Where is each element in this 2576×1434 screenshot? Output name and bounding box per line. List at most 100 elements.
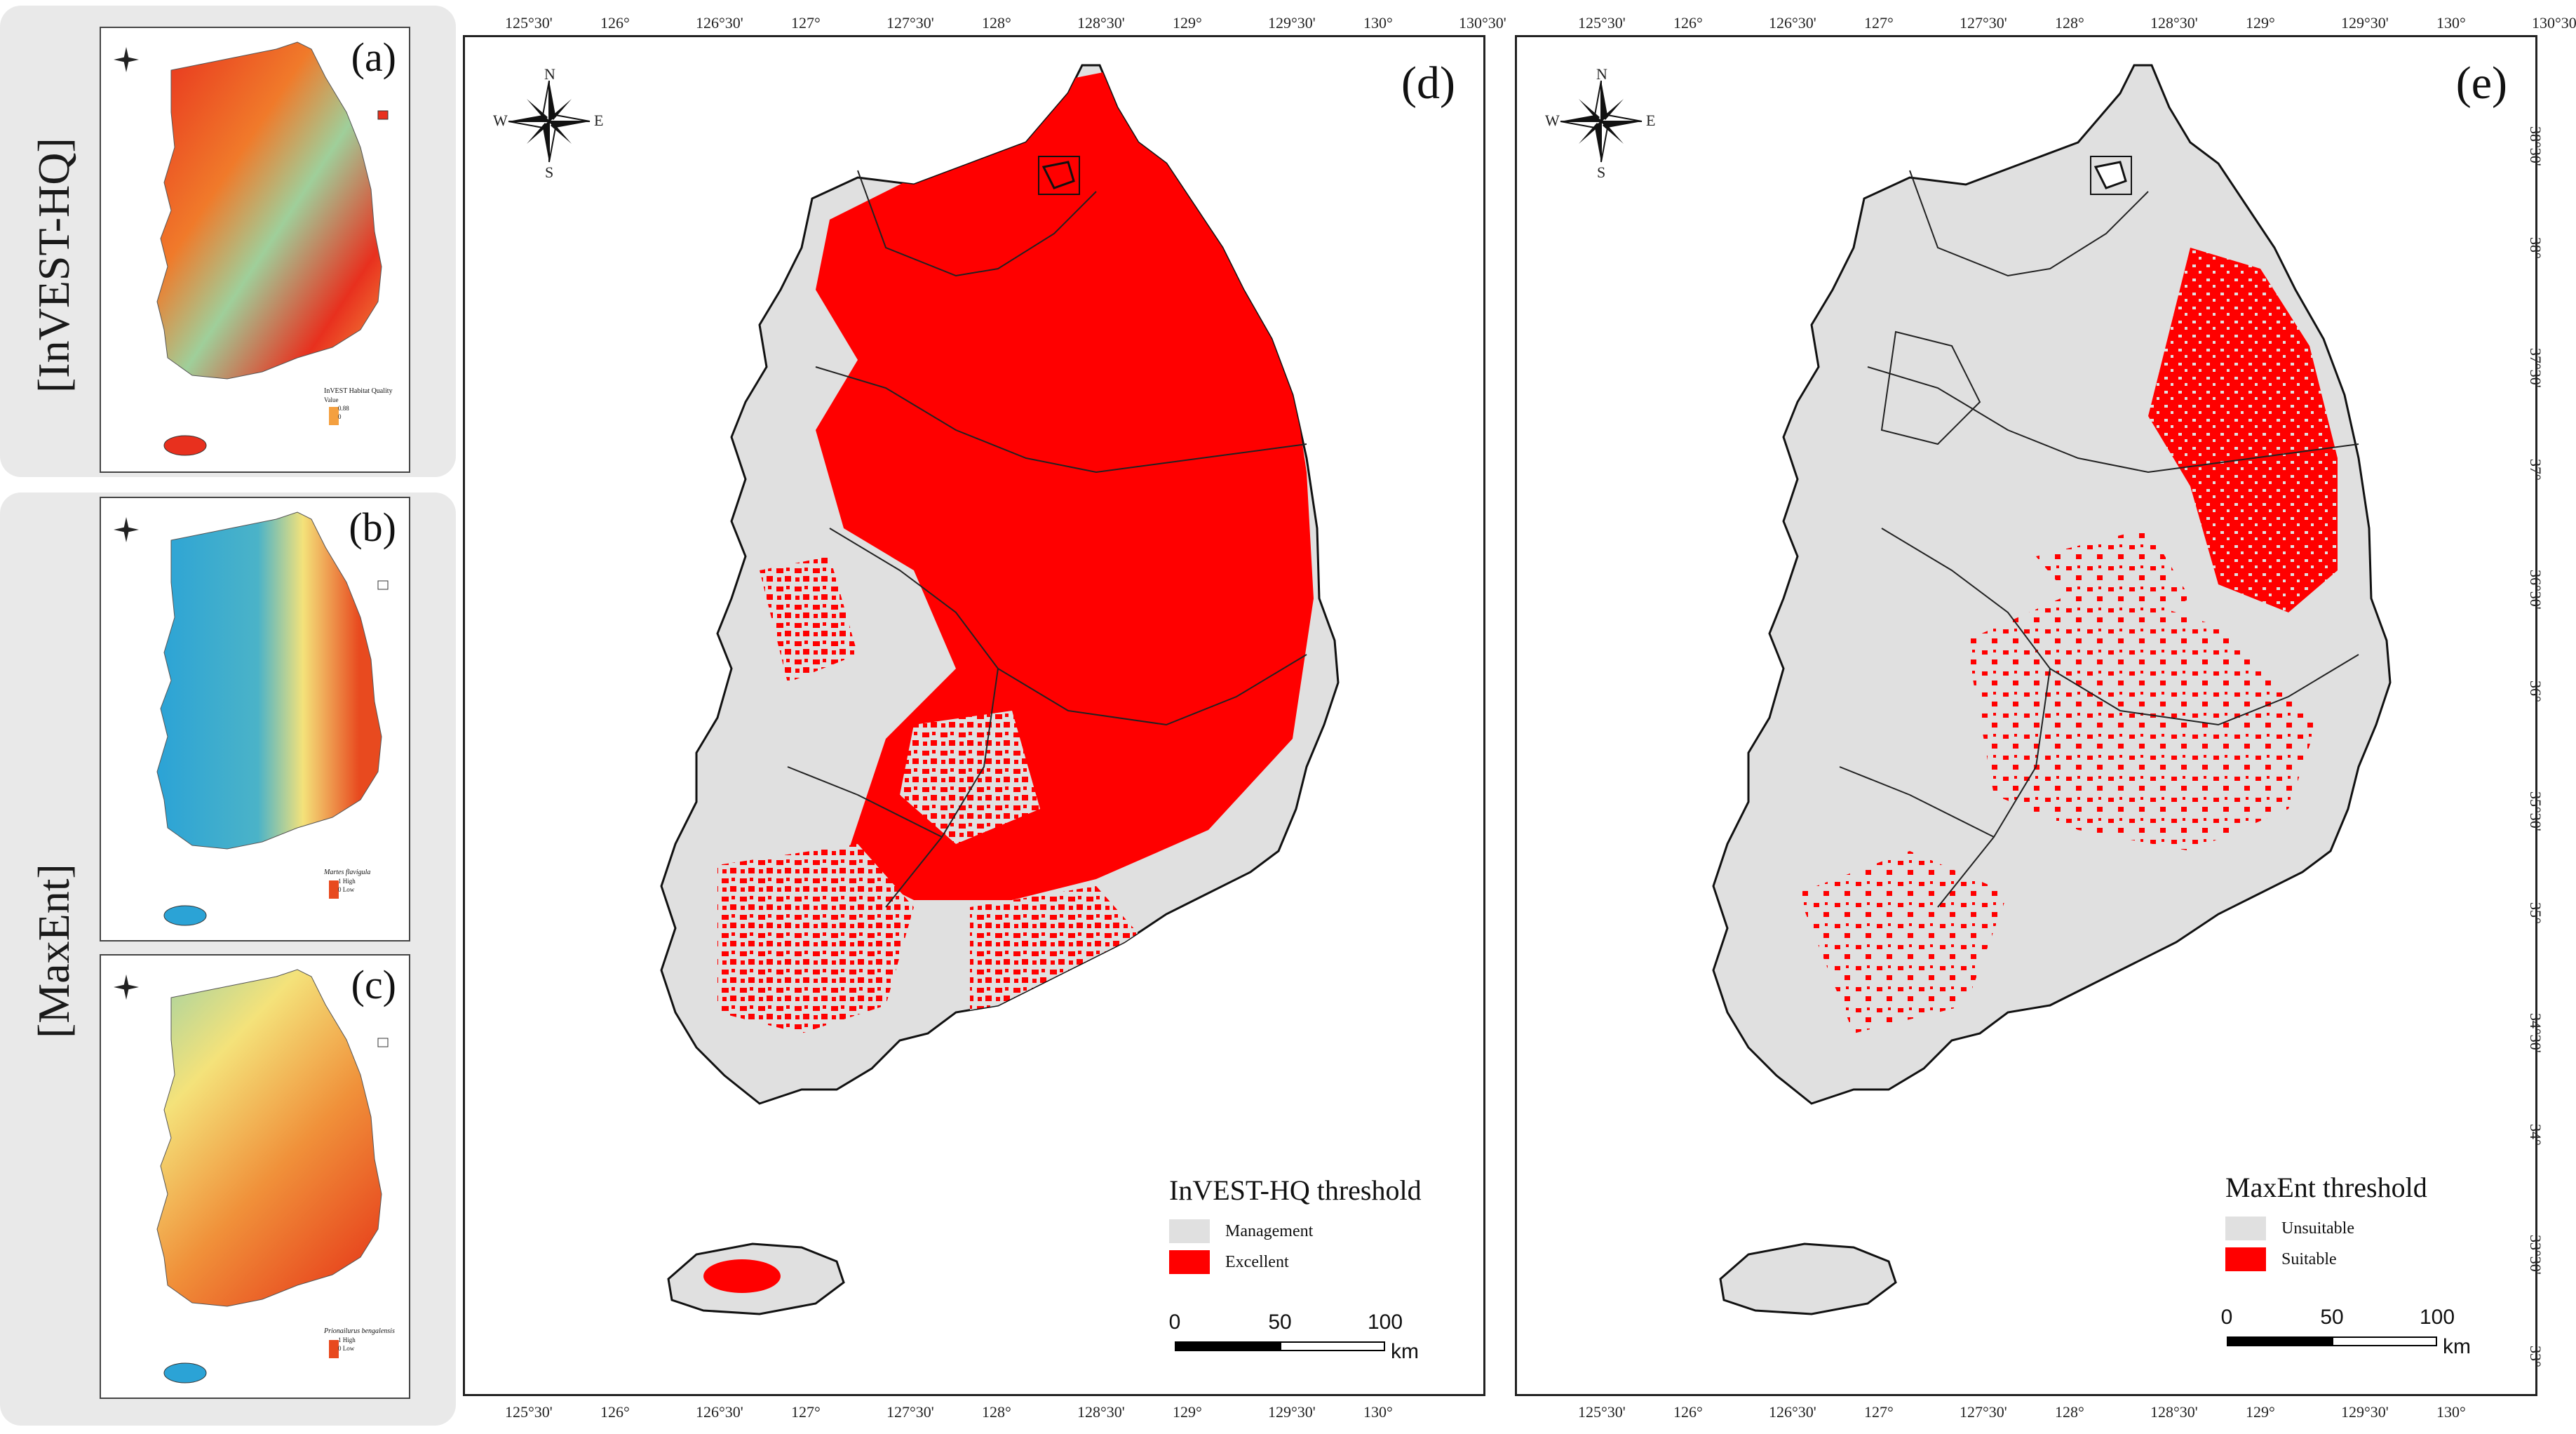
lon-tick-label: 129° [1173, 14, 1202, 32]
panel-e-scale-bar: 0 50 100 km [2221, 1306, 2479, 1362]
lon-tick-label: 127° [791, 14, 821, 32]
lon-tick-label: 129°30' [1268, 1403, 1316, 1421]
lon-tick-label: 128°30' [2150, 1403, 2198, 1421]
panel-a-legend: InVEST Habitat Quality Value 0.88 0 [324, 387, 393, 421]
lon-tick-label: 130° [2436, 1403, 2466, 1421]
panel-e-map [1560, 64, 2392, 1315]
lon-tick-label: 126°30' [1769, 14, 1816, 32]
lat-tick-label: 37°30' [2527, 348, 2544, 388]
lon-tick-label: 128°30' [1077, 14, 1125, 32]
panel-b-letter: (b) [349, 504, 396, 550]
lon-tick-label: 130° [1363, 1403, 1393, 1421]
legend-item-management: Management [1169, 1219, 1422, 1243]
panel-a-legend-low: 0 [338, 413, 342, 420]
panel-b-martes-flavigula: (b) Martes flavigula 1 High 0 Low [100, 497, 410, 942]
lon-tick-label: 126°30' [696, 14, 743, 32]
lon-tick-label: 128° [2055, 14, 2084, 32]
scale-label-50: 50 [1268, 1311, 1292, 1334]
lat-tick-label: 38°30' [2527, 126, 2544, 166]
legend-item-unsuitable: Unsuitable [2225, 1217, 2427, 1240]
lon-tick-label: 127°30' [1960, 14, 2007, 32]
legend-label-management: Management [1225, 1221, 1314, 1240]
panel-d-scale-bar: 0 50 100 km [1169, 1311, 1427, 1367]
panel-d-legend-title: InVEST-HQ threshold [1169, 1174, 1422, 1206]
scale-unit: km [1391, 1340, 1419, 1363]
lon-tick-label: 125°30' [1578, 1403, 1626, 1421]
panel-c-legend-high: 1 High [338, 1336, 356, 1343]
lat-tick-label: 33°30' [2527, 1235, 2544, 1275]
lon-tick-label: 129° [1173, 1403, 1202, 1421]
lat-tick-label: 38° [2527, 237, 2544, 259]
lon-tick-label: 129°30' [2341, 14, 2389, 32]
scale-unit: km [2443, 1335, 2471, 1358]
lon-tick-label: 130°30' [2532, 14, 2576, 32]
legend-item-excellent: Excellent [1169, 1250, 1422, 1274]
lon-tick-label: 125°30' [505, 14, 553, 32]
compass-n-label: N [1596, 65, 1607, 83]
lat-tick-label: 34° [2527, 1124, 2544, 1146]
panel-c-map [114, 969, 389, 1383]
panel-a-legend-sub: Value [324, 396, 339, 403]
lon-tick-label: 126° [1673, 1403, 1703, 1421]
lon-tick-label: 127°30' [886, 1403, 934, 1421]
compass-e-label: E [594, 112, 604, 129]
panel-a-map [114, 41, 389, 456]
legend-swatch-unsuitable [2225, 1217, 2266, 1240]
legend-swatch-management [1169, 1219, 1210, 1243]
legend-label-unsuitable: Unsuitable [2281, 1219, 2354, 1238]
lon-tick-label: 126° [600, 14, 630, 32]
scale-label-0: 0 [1168, 1311, 1181, 1334]
legend-label-suitable: Suitable [2281, 1249, 2337, 1268]
lon-tick-label: 127°30' [886, 14, 934, 32]
lat-tick-label: 34°30' [2527, 1013, 2544, 1053]
panel-e-maxent-threshold: N S E W (e) MaxEnt threshold Unsuitable … [1515, 35, 2537, 1396]
lon-tick-label: 125°30' [1578, 14, 1626, 32]
compass-e-label: E [1646, 112, 1656, 129]
maxent-group-label: [MaxEnt] [29, 864, 79, 1038]
compass-n-label: N [544, 65, 555, 83]
panel-c-legend-title: Prionailurus bengalensis [324, 1327, 395, 1335]
lat-tick-label: 36° [2527, 681, 2544, 702]
panel-a-legend-high: 0.88 [338, 405, 349, 412]
compass-s-label: S [1597, 163, 1606, 181]
lon-tick-label: 126°30' [1769, 1403, 1816, 1421]
panel-a-letter: (a) [351, 34, 396, 80]
legend-item-suitable: Suitable [2225, 1247, 2427, 1271]
lon-tick-label: 126° [1673, 14, 1703, 32]
lon-tick-label: 128°30' [1077, 1403, 1125, 1421]
lat-tick-label: 35°30' [2527, 791, 2544, 831]
legend-swatch-suitable [2225, 1247, 2266, 1271]
panel-b-legend-high: 1 High [338, 878, 356, 885]
panel-c-legend: Prionailurus bengalensis 1 High 0 Low [324, 1327, 395, 1353]
lon-tick-label: 127° [1864, 14, 1894, 32]
north-arrow-icon [114, 974, 139, 1000]
panel-e-letter: (e) [2455, 58, 2507, 109]
panel-a-habitat-quality: (a) InVEST Habitat Quality Value 0.88 0 [100, 27, 410, 473]
legend-swatch-excellent [1169, 1250, 1210, 1274]
lon-tick-label: 126° [600, 1403, 630, 1421]
lon-tick-label: 127° [1864, 1403, 1894, 1421]
panel-d-legend: InVEST-HQ threshold Management Excellent [1169, 1174, 1422, 1281]
invest-group-label: [InVEST-HQ] [29, 138, 79, 393]
scale-label-100: 100 [2419, 1306, 2455, 1329]
panel-a-legend-title: InVEST Habitat Quality [324, 387, 393, 395]
panel-d-map [508, 64, 1340, 1315]
compass-s-label: S [545, 163, 554, 181]
north-arrow-icon [114, 517, 139, 542]
panel-d-invest-threshold: N S E W (d) InVEST-HQ threshold Manageme… [463, 35, 1485, 1396]
lon-tick-label: 128° [2055, 1403, 2084, 1421]
panel-b-map [114, 511, 389, 926]
lon-tick-label: 127° [791, 1403, 821, 1421]
lon-tick-label: 129°30' [1268, 14, 1316, 32]
lon-tick-label: 128° [982, 14, 1011, 32]
scale-label-50: 50 [2320, 1306, 2344, 1329]
lon-tick-label: 130° [2436, 14, 2466, 32]
lat-tick-label: 36°30' [2527, 570, 2544, 610]
lat-tick-label: 37° [2527, 459, 2544, 481]
scale-label-0: 0 [2220, 1306, 2233, 1329]
panel-c-legend-low: 0 Low [338, 1345, 355, 1352]
lon-tick-label: 128° [982, 1403, 1011, 1421]
panel-c-letter: (c) [351, 962, 396, 1007]
lat-tick-label: 33° [2527, 1346, 2544, 1367]
panel-d-letter: (d) [1401, 58, 1455, 109]
